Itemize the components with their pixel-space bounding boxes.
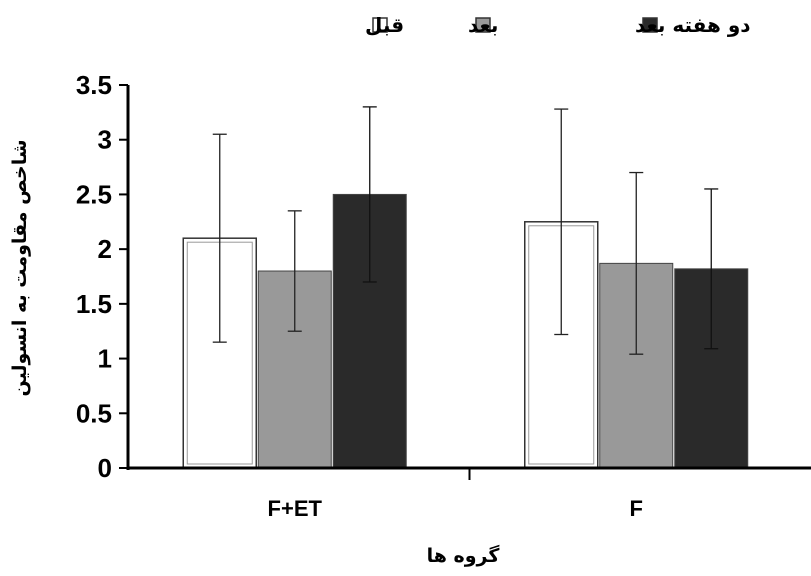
- x-category-labels: F+ET F: [268, 496, 643, 521]
- x-category-label: F: [630, 496, 643, 521]
- axes: [119, 84, 811, 480]
- y-axis-title: شاخص مقاومت به انسولین: [9, 139, 31, 396]
- y-tick-label: 0.5: [76, 398, 112, 428]
- y-tick-labels: 0 0.5 1 1.5 2 2.5 3 3.5: [76, 70, 112, 483]
- y-tick-label: 0: [98, 453, 112, 483]
- y-tick-label: 2.5: [76, 179, 112, 209]
- legend-label: دو هفته بعد: [635, 13, 751, 37]
- legend-label: قبل: [365, 13, 404, 37]
- y-tick-label: 3: [98, 125, 112, 155]
- error-bars: [212, 106, 719, 355]
- y-tick-label: 1.5: [76, 289, 112, 319]
- y-tick-label: 3.5: [76, 70, 112, 100]
- bars: [182, 193, 749, 469]
- legend-swatch: [642, 17, 658, 33]
- x-axis-title: گروه ها: [427, 544, 501, 567]
- legend-swatch: [372, 17, 388, 33]
- y-tick-label: 2: [98, 234, 112, 264]
- x-category-label: F+ET: [268, 496, 323, 521]
- legend: قبل بعد دو هفته بعد: [365, 13, 751, 37]
- legend-label: بعد: [468, 13, 498, 37]
- legend-swatch: [475, 17, 491, 33]
- y-tick-label: 1: [98, 344, 112, 374]
